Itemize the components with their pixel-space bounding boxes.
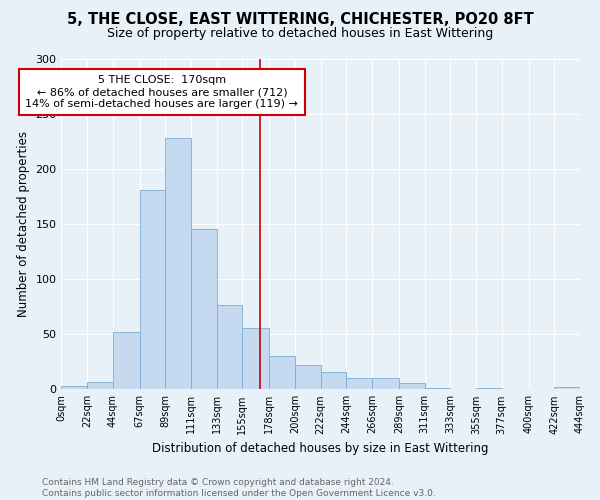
Bar [87, 382, 113, 390]
Bar [242, 328, 269, 390]
X-axis label: Distribution of detached houses by size in East Wittering: Distribution of detached houses by size … [152, 442, 489, 455]
Text: Size of property relative to detached houses in East Wittering: Size of property relative to detached ho… [107, 28, 493, 40]
Bar [217, 304, 242, 390]
Bar [166, 138, 191, 390]
Bar [476, 388, 502, 390]
Text: Contains HM Land Registry data © Crown copyright and database right 2024.
Contai: Contains HM Land Registry data © Crown c… [42, 478, 436, 498]
Bar [113, 332, 140, 390]
Bar [269, 356, 295, 390]
Bar [61, 386, 87, 390]
Bar [554, 387, 580, 390]
Bar [140, 190, 166, 390]
Bar [320, 372, 346, 390]
Text: 5, THE CLOSE, EAST WITTERING, CHICHESTER, PO20 8FT: 5, THE CLOSE, EAST WITTERING, CHICHESTER… [67, 12, 533, 28]
Bar [346, 378, 372, 390]
Bar [191, 228, 217, 390]
Bar [295, 365, 320, 390]
Text: 5 THE CLOSE:  170sqm
← 86% of detached houses are smaller (712)
14% of semi-deta: 5 THE CLOSE: 170sqm ← 86% of detached ho… [25, 76, 298, 108]
Bar [425, 388, 451, 390]
Bar [372, 378, 399, 390]
Bar [399, 382, 425, 390]
Y-axis label: Number of detached properties: Number of detached properties [17, 131, 30, 317]
